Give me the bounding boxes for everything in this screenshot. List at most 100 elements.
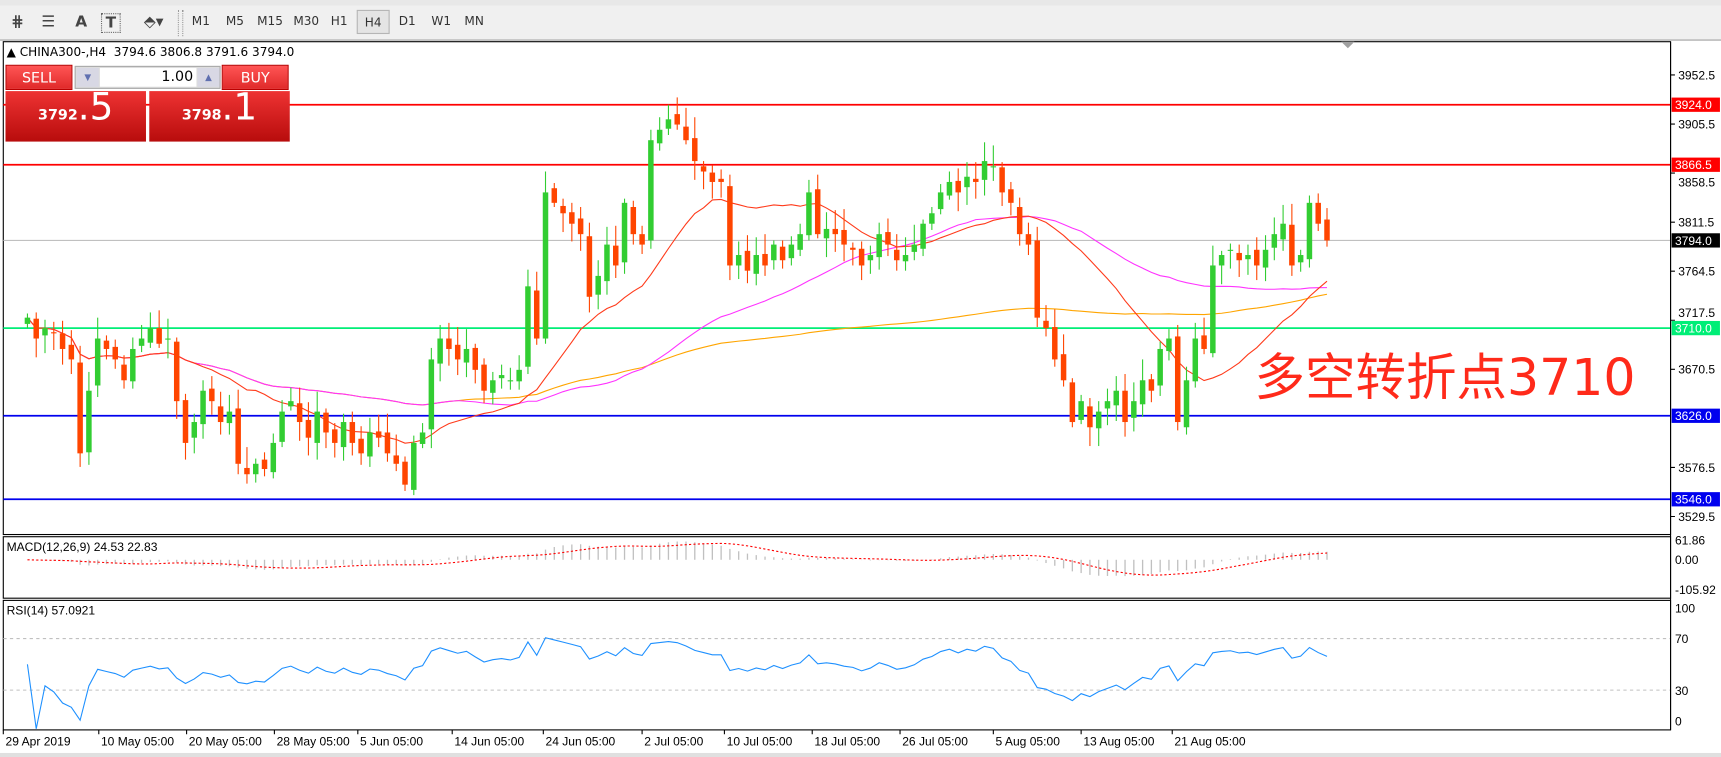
candle-body bbox=[165, 338, 171, 340]
candle-body bbox=[1201, 335, 1207, 349]
timeframe-m1-button[interactable]: M1 bbox=[191, 14, 210, 29]
candle bbox=[1218, 250, 1225, 285]
lot-stepper: ▼ ▲ bbox=[74, 65, 221, 89]
candle bbox=[876, 222, 882, 270]
level-label-box bbox=[1671, 97, 1720, 112]
timeframe-w1-button[interactable]: W1 bbox=[431, 14, 452, 29]
rsi-panel bbox=[2, 599, 1672, 731]
lot-decrease-button[interactable]: ▼ bbox=[76, 68, 99, 87]
timeframe-h1-button[interactable]: H1 bbox=[330, 14, 348, 29]
candle-body bbox=[727, 186, 733, 266]
candle-body bbox=[569, 212, 575, 224]
level-label: 3710.0 bbox=[1675, 321, 1712, 335]
collapse-triangle-icon[interactable]: ▲ bbox=[6, 45, 20, 60]
indicators-icon[interactable]: ⋕ bbox=[11, 13, 24, 31]
candle-body bbox=[595, 275, 601, 295]
sell-price-box[interactable]: 3792.5 bbox=[5, 86, 146, 142]
candle bbox=[112, 339, 118, 369]
candle bbox=[182, 393, 189, 460]
candle-body bbox=[402, 461, 408, 485]
price-tick-label: 3952.5 bbox=[1678, 68, 1715, 82]
candle-body bbox=[490, 380, 496, 393]
candle-body bbox=[1254, 249, 1260, 266]
candle-body bbox=[375, 431, 382, 438]
candle-body bbox=[428, 359, 435, 430]
level-label-box bbox=[1671, 233, 1720, 248]
candle bbox=[244, 447, 250, 484]
candle bbox=[1157, 341, 1163, 396]
candle bbox=[1034, 226, 1040, 328]
fibonacci-icon[interactable]: ☰ bbox=[41, 13, 56, 31]
text-icon[interactable]: A bbox=[75, 13, 88, 31]
candle-body bbox=[1218, 255, 1225, 266]
candle bbox=[226, 394, 233, 435]
buy-button[interactable]: BUY bbox=[221, 64, 289, 91]
candle bbox=[551, 183, 558, 208]
lot-increase-button[interactable]: ▲ bbox=[197, 68, 220, 87]
candle bbox=[51, 321, 57, 351]
candle-body bbox=[209, 388, 215, 402]
arrows-icon[interactable]: ⬘▾ bbox=[143, 13, 164, 31]
candle-body bbox=[1174, 336, 1181, 423]
candle bbox=[832, 210, 839, 252]
timeframe-d1-button[interactable]: D1 bbox=[398, 14, 416, 29]
candle bbox=[1043, 305, 1049, 337]
candle bbox=[814, 174, 821, 239]
macd-tick-label: 0.00 bbox=[1675, 553, 1699, 567]
candle bbox=[911, 224, 918, 261]
candle bbox=[191, 413, 198, 454]
candle bbox=[797, 223, 803, 257]
candle-body bbox=[560, 205, 566, 214]
candle bbox=[648, 129, 654, 249]
macd-tick-label: -105.92 bbox=[1675, 583, 1716, 597]
candle-body bbox=[1297, 255, 1304, 263]
candle bbox=[1174, 324, 1181, 431]
candle-body bbox=[990, 166, 997, 168]
candle-body bbox=[1192, 338, 1199, 382]
timeframe-m30-button[interactable]: M30 bbox=[293, 14, 320, 29]
candle-body bbox=[59, 333, 66, 349]
lot-input[interactable] bbox=[99, 68, 197, 87]
candle-body bbox=[692, 138, 698, 162]
candle bbox=[1078, 394, 1084, 425]
one-click-trading-panel: SELL ▼ ▲ BUY 3792.5 3798.1 bbox=[5, 64, 290, 142]
timeframe-m15-button[interactable]: M15 bbox=[257, 14, 283, 29]
candle-body bbox=[876, 234, 882, 258]
candle bbox=[314, 391, 320, 460]
candle-body bbox=[498, 375, 505, 379]
candle bbox=[762, 234, 768, 276]
candle bbox=[200, 380, 206, 439]
candle-body bbox=[735, 255, 742, 266]
candle bbox=[42, 319, 48, 354]
candle-body bbox=[94, 338, 101, 386]
candle bbox=[1016, 197, 1023, 246]
sell-button[interactable]: SELL bbox=[5, 64, 73, 91]
candle bbox=[1008, 181, 1014, 216]
timeframe-h4-button[interactable]: H4 bbox=[356, 9, 390, 35]
timeframe-m5-button[interactable]: M5 bbox=[225, 14, 244, 29]
candle bbox=[375, 414, 382, 448]
candle bbox=[402, 456, 408, 491]
candle bbox=[1271, 217, 1278, 261]
candle bbox=[577, 207, 584, 251]
price-tick-label: 3764.5 bbox=[1678, 265, 1715, 279]
candle bbox=[709, 165, 716, 199]
candle bbox=[1025, 222, 1032, 256]
buy-price-box[interactable]: 3798.1 bbox=[149, 86, 290, 142]
candle-body bbox=[613, 245, 619, 266]
time-tick-label: 26 Jul 05:00 bbox=[902, 734, 968, 748]
candle-body bbox=[1060, 354, 1067, 381]
toolbar-separator bbox=[177, 9, 184, 37]
timeframe-mn-button[interactable]: MN bbox=[464, 14, 484, 29]
candle bbox=[621, 198, 628, 274]
candle-body bbox=[1271, 234, 1278, 248]
text-label-icon[interactable]: T bbox=[100, 13, 121, 33]
candle-body bbox=[867, 255, 874, 261]
candle bbox=[1297, 249, 1304, 272]
candle-body bbox=[832, 228, 839, 235]
level-label: 3794.0 bbox=[1675, 234, 1712, 248]
candle-body bbox=[507, 380, 514, 382]
candle bbox=[744, 235, 751, 284]
